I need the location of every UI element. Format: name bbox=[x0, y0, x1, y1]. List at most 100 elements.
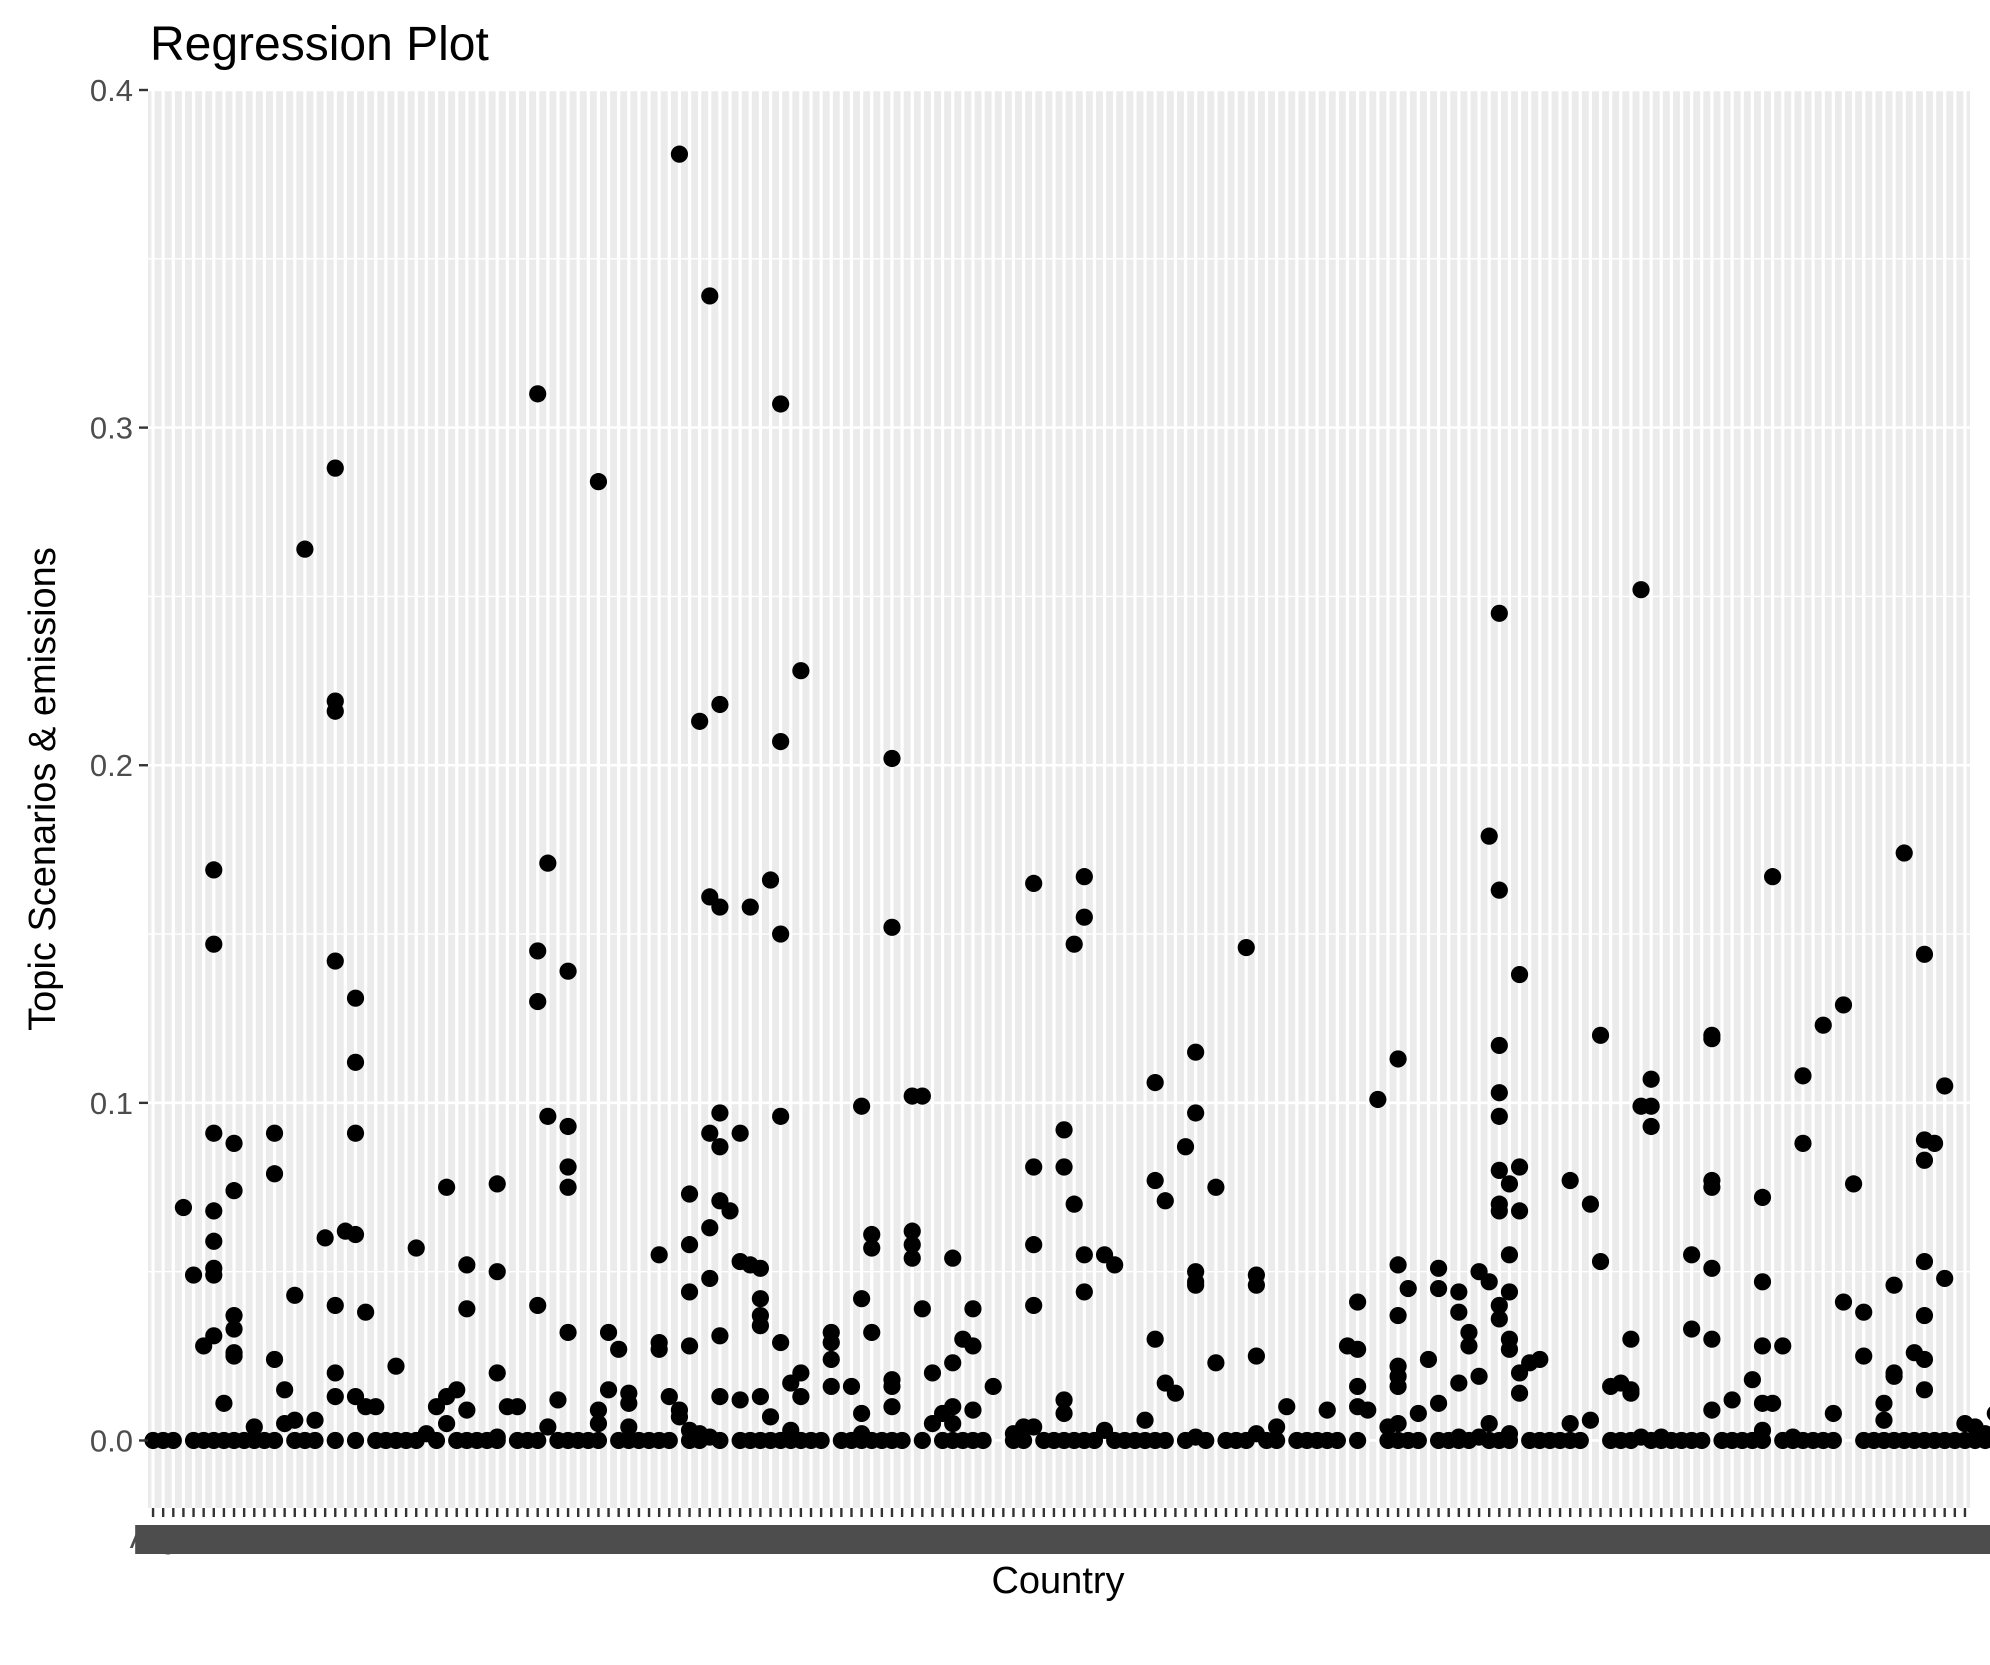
plot-panel bbox=[148, 90, 1970, 1508]
data-point bbox=[984, 1377, 1002, 1396]
data-point bbox=[1642, 1117, 1660, 1136]
data-point bbox=[1389, 1050, 1407, 1068]
data-point bbox=[458, 1401, 476, 1419]
data-point bbox=[1591, 1026, 1610, 1044]
data-point bbox=[1197, 1431, 1215, 1450]
data-point bbox=[1470, 1367, 1488, 1385]
data-point bbox=[1247, 1276, 1265, 1294]
data-point bbox=[1571, 1431, 1589, 1450]
data-point bbox=[184, 1266, 203, 1284]
data-point bbox=[1025, 874, 1043, 893]
data-point bbox=[772, 395, 790, 413]
data-point bbox=[1369, 1090, 1387, 1109]
data-point bbox=[1703, 1030, 1721, 1048]
data-point bbox=[1510, 1384, 1529, 1402]
data-point bbox=[205, 861, 223, 879]
data-point bbox=[1500, 1175, 1519, 1193]
data-point bbox=[660, 1431, 678, 1450]
data-point bbox=[944, 1398, 962, 1416]
data-point bbox=[883, 749, 901, 768]
data-point bbox=[1025, 1158, 1043, 1176]
data-point bbox=[812, 1431, 830, 1450]
data-point bbox=[1703, 1178, 1721, 1196]
data-point bbox=[1844, 1175, 1863, 1193]
data-point bbox=[367, 1398, 385, 1416]
data-point bbox=[1834, 1293, 1853, 1311]
data-point bbox=[1764, 1394, 1782, 1412]
data-point bbox=[326, 702, 344, 720]
data-point bbox=[265, 1165, 284, 1183]
data-point bbox=[731, 1124, 749, 1142]
data-point bbox=[1490, 1310, 1508, 1328]
data-point bbox=[1490, 1084, 1508, 1102]
data-point bbox=[1753, 1273, 1772, 1291]
y-tick-label: 0.4 bbox=[90, 73, 133, 108]
y-tick-label: 0.3 bbox=[90, 411, 133, 446]
data-point bbox=[1318, 1401, 1336, 1419]
data-points bbox=[144, 145, 1990, 1450]
data-point bbox=[529, 1296, 547, 1315]
data-point bbox=[711, 898, 729, 916]
data-point bbox=[539, 1418, 557, 1436]
data-point bbox=[225, 1182, 243, 1200]
data-point bbox=[650, 1340, 668, 1358]
data-point bbox=[205, 1202, 223, 1220]
data-point bbox=[974, 1431, 992, 1450]
data-point bbox=[265, 1350, 284, 1369]
data-point bbox=[488, 1431, 506, 1450]
data-point bbox=[1885, 1276, 1903, 1294]
data-point bbox=[1490, 1202, 1508, 1220]
data-point bbox=[599, 1323, 618, 1342]
data-point bbox=[1885, 1367, 1903, 1385]
data-point bbox=[1510, 965, 1529, 984]
data-point bbox=[306, 1431, 324, 1450]
data-point bbox=[205, 1327, 223, 1345]
data-point bbox=[1429, 1259, 1448, 1277]
data-point bbox=[539, 1107, 557, 1125]
data-point bbox=[711, 1431, 729, 1450]
data-point bbox=[903, 1236, 921, 1254]
data-point bbox=[205, 1232, 223, 1250]
data-point bbox=[326, 1387, 344, 1406]
data-point bbox=[863, 1239, 881, 1257]
data-point bbox=[1460, 1323, 1478, 1342]
data-point bbox=[1399, 1279, 1417, 1298]
data-point bbox=[620, 1394, 638, 1412]
data-point bbox=[883, 1377, 901, 1396]
data-point bbox=[863, 1225, 881, 1244]
data-point bbox=[1156, 1431, 1174, 1450]
data-point bbox=[1500, 1431, 1519, 1450]
data-point bbox=[326, 1364, 344, 1382]
data-point bbox=[326, 459, 344, 477]
data-point bbox=[549, 1391, 567, 1409]
data-point bbox=[1075, 868, 1093, 886]
data-point bbox=[741, 898, 759, 916]
data-point bbox=[1409, 1404, 1427, 1423]
data-point bbox=[944, 1415, 962, 1433]
data-point bbox=[792, 662, 810, 680]
data-point bbox=[1055, 1121, 1073, 1139]
data-point bbox=[1055, 1391, 1073, 1409]
data-point bbox=[761, 1408, 780, 1426]
y-tick-label: 0.1 bbox=[90, 1086, 133, 1121]
data-point bbox=[1025, 1296, 1043, 1315]
data-point bbox=[1349, 1293, 1367, 1311]
data-point bbox=[1683, 1320, 1701, 1338]
data-point bbox=[1855, 1303, 1873, 1321]
data-point bbox=[1409, 1431, 1427, 1450]
data-point bbox=[1268, 1418, 1286, 1436]
data-point bbox=[1176, 1138, 1195, 1156]
data-point bbox=[853, 1097, 871, 1115]
data-point bbox=[1268, 1431, 1286, 1450]
data-point bbox=[620, 1418, 638, 1436]
data-point bbox=[1207, 1178, 1225, 1196]
data-point bbox=[1794, 1067, 1812, 1085]
data-point bbox=[711, 1138, 729, 1156]
data-point bbox=[1915, 1306, 1934, 1325]
data-point bbox=[1936, 1077, 1954, 1095]
data-point bbox=[1065, 1195, 1083, 1213]
data-point bbox=[1025, 1418, 1043, 1436]
data-point bbox=[701, 287, 719, 305]
data-point bbox=[438, 1415, 456, 1433]
